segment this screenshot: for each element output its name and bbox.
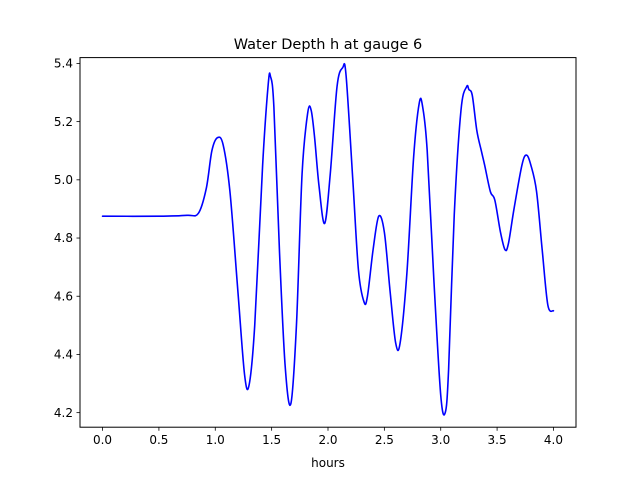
y-tick-label: 4.4 [54, 348, 73, 362]
y-axis: 4.2 4.4 4.6 4.8 5.0 5.2 5.4 [54, 57, 80, 420]
x-tick-label: 1.5 [262, 433, 281, 447]
x-tick-label: 1.0 [206, 433, 225, 447]
plot-area [80, 58, 576, 428]
x-tick-label: 3.0 [431, 433, 450, 447]
y-tick-label: 5.0 [54, 173, 73, 187]
y-tick-label: 4.8 [54, 231, 73, 245]
x-tick-label: 3.5 [488, 433, 507, 447]
y-tick-label: 4.6 [54, 289, 73, 303]
x-axis: 0.0 0.5 1.0 1.5 2.0 2.5 3.0 3.5 4.0 [93, 427, 563, 447]
y-tick-label: 5.2 [54, 115, 73, 129]
x-tick-label: 4.0 [544, 433, 563, 447]
x-axis-label: hours [311, 456, 345, 470]
x-tick-label: 0.0 [93, 433, 112, 447]
x-tick-label: 2.5 [375, 433, 394, 447]
chart-title: Water Depth h at gauge 6 [234, 37, 422, 53]
x-tick-label: 0.5 [149, 433, 168, 447]
y-tick-label: 4.2 [54, 406, 73, 420]
x-tick-label: 2.0 [318, 433, 337, 447]
y-tick-label: 5.4 [54, 57, 73, 71]
